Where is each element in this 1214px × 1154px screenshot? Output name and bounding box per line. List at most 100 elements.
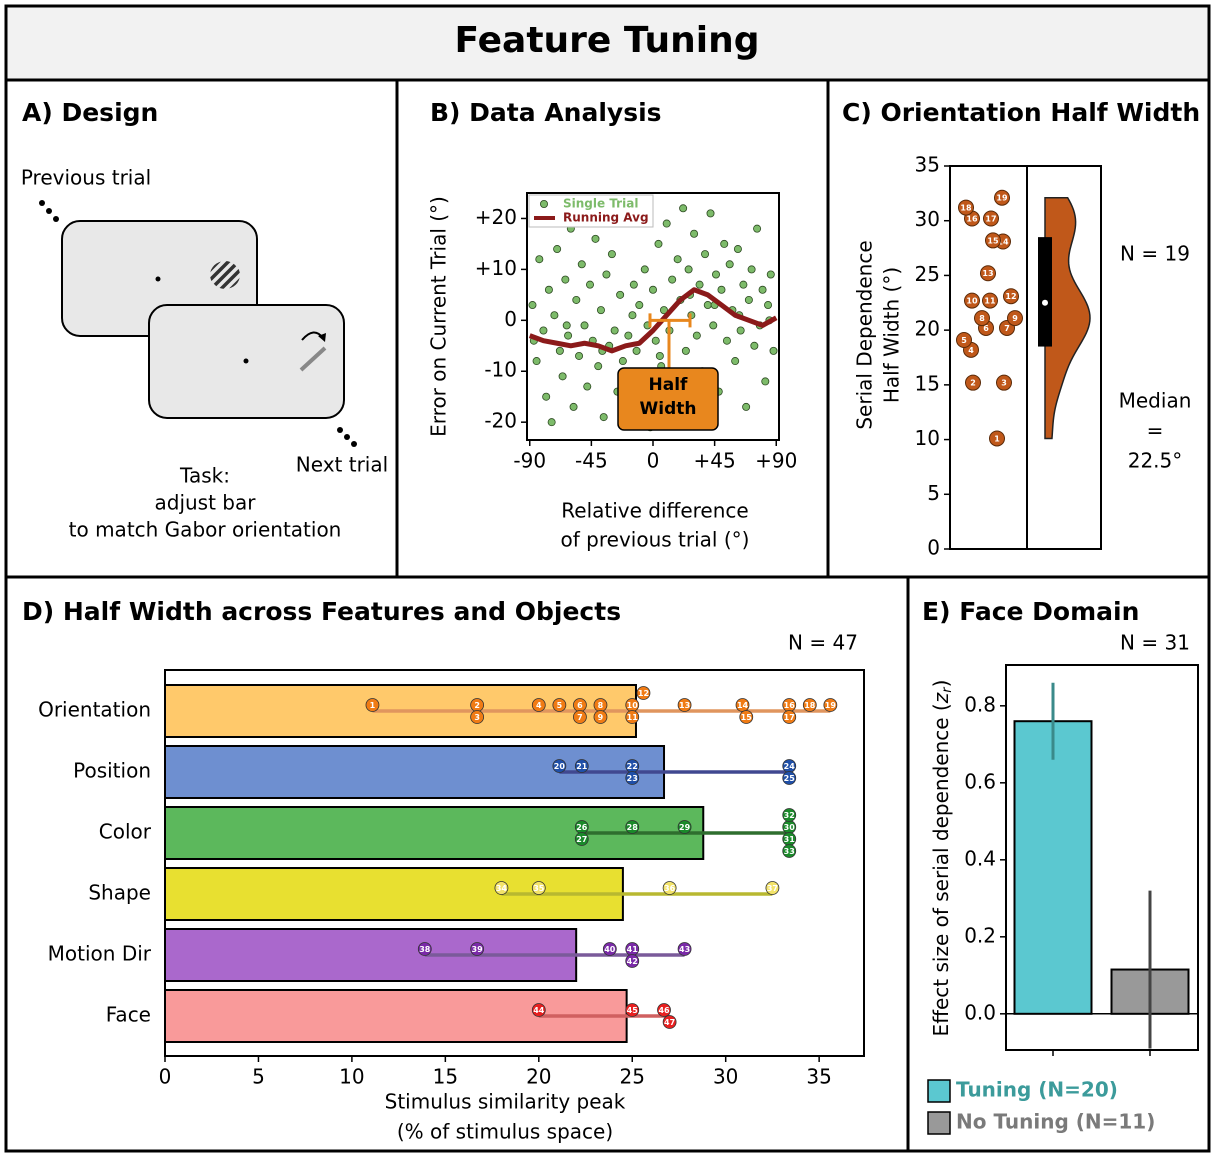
point-label: 27 [576, 835, 587, 844]
point-label: 32 [784, 811, 795, 820]
subject-point [956, 331, 972, 348]
trial-point [655, 351, 664, 360]
subject-point [1003, 288, 1019, 305]
y-tick-label: +20 [475, 205, 517, 229]
trial-point [602, 270, 611, 279]
x-tick-label: -45 [575, 449, 608, 473]
point-label: 15 [987, 236, 999, 245]
trial-point [618, 357, 627, 366]
trial-point [561, 275, 570, 284]
point-label: 7 [577, 713, 583, 722]
trial-point [733, 245, 742, 254]
x-tick-label: 20 [526, 1065, 551, 1089]
point-label: 41 [627, 945, 639, 954]
subject-point [625, 771, 640, 785]
subject-point [985, 232, 1001, 249]
trial-point [668, 275, 677, 284]
x-tick-label: 5 [252, 1065, 265, 1089]
subject-point [677, 698, 692, 712]
half-width-bracket [648, 313, 692, 368]
point-label: 12 [638, 689, 649, 698]
point-label: 2 [970, 379, 976, 388]
subject-point [602, 942, 617, 956]
point-label: 10 [627, 701, 639, 710]
bar [1013, 720, 1093, 1015]
trial-point [764, 301, 773, 310]
annotation: Median [1119, 389, 1192, 413]
subject-point [636, 686, 651, 700]
trial-point [542, 392, 551, 401]
point-label: 44 [533, 1006, 545, 1015]
y-tick-label: 30 [915, 207, 940, 231]
point-label: 33 [784, 847, 795, 856]
subject-point [823, 698, 838, 712]
point-label: 16 [784, 701, 796, 710]
point-label: 1 [370, 701, 376, 710]
legend-label: Tuning (N=20) [956, 1078, 1118, 1102]
subject-point [996, 374, 1012, 391]
point-label: 39 [472, 945, 484, 954]
subject-point [625, 710, 640, 724]
subject-point [677, 942, 692, 956]
panel-title: A) Design [22, 98, 158, 127]
trial-point [632, 346, 641, 355]
point-label: 30 [784, 823, 796, 832]
point-label: 12 [1005, 292, 1016, 301]
y-tick-label: +10 [475, 256, 517, 280]
trial-point [717, 285, 726, 294]
trial-point [695, 280, 704, 289]
subject-point [994, 189, 1010, 206]
trial-point [594, 362, 603, 371]
subject-point [574, 832, 589, 846]
x-axis-label: Relative difference [561, 499, 748, 523]
y-tick-label: 0 [927, 536, 940, 560]
trial-point [616, 290, 625, 299]
trial-point [628, 311, 637, 320]
legend-label: Single Trial [563, 197, 638, 211]
task-text: Task: [179, 464, 230, 488]
legend-label: Running Avg [563, 211, 649, 225]
subject-point [782, 844, 797, 858]
trial-point [640, 265, 649, 274]
point-label: 23 [627, 774, 638, 783]
violin [1044, 196, 1091, 440]
annotation-text: Half [649, 375, 689, 395]
subject-point [531, 881, 546, 895]
trial-point [562, 321, 571, 330]
trial-point [722, 336, 731, 345]
trial-point [758, 285, 767, 294]
point-label: 37 [767, 884, 778, 893]
arrow-head [318, 333, 326, 342]
subject-point [958, 199, 974, 216]
point-label: 6 [577, 701, 583, 710]
subject-point [470, 942, 485, 956]
trial-point [629, 280, 638, 289]
point-label: 9 [598, 713, 604, 722]
subject-point [989, 430, 1005, 447]
category-label: Face [106, 1003, 151, 1027]
point-label: 17 [985, 215, 996, 224]
subject-point [625, 1003, 640, 1017]
y-tick-label: -20 [484, 409, 517, 433]
trial-point [607, 250, 616, 259]
x-axis-label: (% of stimulus space) [397, 1120, 613, 1144]
subject-point [625, 954, 640, 968]
legend-swatch [540, 199, 549, 208]
trial-point [692, 331, 701, 340]
point-label: 8 [598, 701, 604, 710]
trial-point [535, 255, 544, 264]
trial-point [731, 357, 740, 366]
x-tick-label: 30 [713, 1065, 738, 1089]
subject-point [573, 710, 587, 724]
trial-point [610, 326, 619, 335]
point-label: 36 [664, 884, 676, 893]
trial-point [736, 326, 745, 335]
point-label: 17 [784, 713, 795, 722]
trial-point [742, 402, 751, 411]
subject-point [983, 210, 999, 227]
subject-point [552, 759, 567, 773]
annotation: N = 31 [1120, 631, 1190, 655]
trial-point [569, 402, 578, 411]
trial-point [547, 418, 556, 427]
